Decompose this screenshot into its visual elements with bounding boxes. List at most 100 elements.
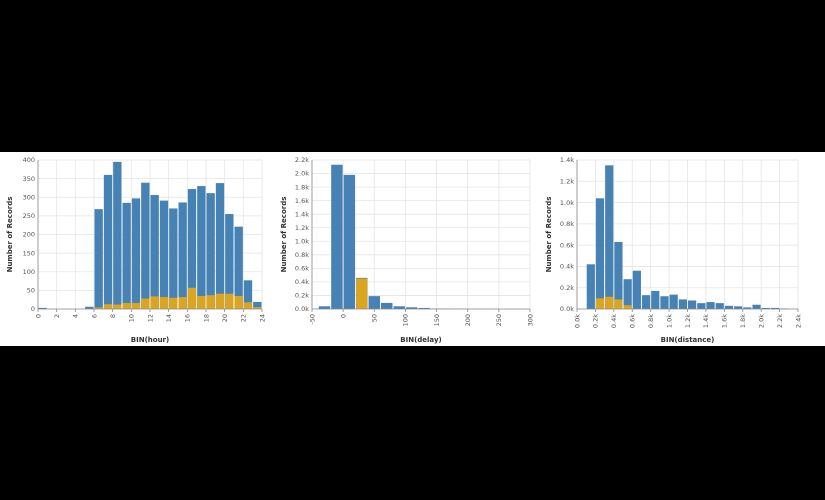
y-tick-label: 0.6k	[295, 265, 309, 273]
x-tick-label: 24	[258, 314, 266, 322]
bar-highlight	[595, 298, 605, 309]
bar-total	[605, 165, 614, 309]
bar-total	[761, 307, 770, 309]
bar-highlight	[614, 299, 623, 309]
y-tick-label: 0	[31, 305, 35, 313]
y-tick-label: 0.8k	[295, 251, 309, 259]
bar-highlight	[215, 293, 225, 309]
x-tick-label: 2.4k	[794, 314, 802, 328]
bar-highlight	[206, 295, 215, 309]
y-tick-label: 350	[23, 175, 35, 183]
x-tick-label: 12	[146, 314, 154, 322]
bar-total	[318, 306, 331, 309]
x-axis-title: BIN(distance)	[661, 336, 715, 344]
x-axis-title: BIN(hour)	[131, 336, 169, 344]
x-tick-label: 1.8k	[739, 314, 747, 328]
y-axis-title: Number of Records	[545, 197, 553, 273]
bar-highlight	[131, 303, 141, 309]
x-axis-title: BIN(delay)	[400, 336, 441, 344]
bar-highlight	[225, 293, 234, 309]
bar-total	[122, 202, 131, 309]
bar-total	[418, 307, 430, 309]
bar-total	[697, 303, 706, 309]
x-tick-label: 1.2k	[684, 314, 692, 328]
bar-total	[343, 174, 356, 309]
x-tick-label: 2	[53, 314, 61, 318]
y-tick-label: 150	[23, 249, 35, 257]
bar-total	[595, 198, 605, 309]
bar-total	[586, 264, 595, 309]
bar-total	[770, 307, 780, 309]
x-tick-label: 200	[464, 314, 472, 326]
bar-total	[243, 280, 253, 309]
bar-total	[331, 164, 343, 309]
bar-total	[651, 290, 660, 309]
chart-panel-3: 0.0k 0.2k 0.4k 0.6k 0.8k 1.0k 1.2k 1.4k 0.0k 0.2k…	[545, 156, 802, 344]
bar-total	[614, 241, 623, 309]
y-tick-label: 1.8k	[295, 183, 309, 191]
x-tick-label: 50	[371, 314, 379, 322]
x-tick-label: 0.8k	[647, 314, 655, 328]
bar-total	[150, 195, 159, 309]
x-tick-label: 300	[526, 314, 534, 326]
x-tick-label: 18	[202, 314, 210, 322]
y-tick-label: 1.6k	[295, 197, 309, 205]
y-tick-label: 100	[23, 268, 35, 276]
charts-strip: 0 50 100 150 200 250 300 350 400 0 2 4 6 8 10 12 14 16 18 2…	[0, 152, 825, 346]
x-tick-label: 2.0k	[757, 314, 765, 328]
bar-total	[623, 279, 632, 309]
bar-total	[159, 200, 169, 309]
x-tick-label: 16	[184, 314, 192, 322]
bar-total	[113, 161, 122, 309]
bar-highlight	[122, 303, 131, 309]
bar-highlight	[243, 302, 253, 309]
x-tick-label: 1.0k	[665, 314, 673, 328]
bar-highlight	[178, 297, 187, 309]
y-tick-label: 2.2k	[295, 156, 309, 164]
x-tick-label: 4	[72, 314, 80, 318]
bar-highlight	[159, 297, 169, 309]
bar-total	[197, 186, 206, 309]
bar-total	[393, 306, 405, 309]
bar-total	[641, 295, 651, 309]
x-tick-label: 1.6k	[721, 314, 729, 328]
bar-total	[715, 303, 724, 309]
bar-total	[678, 299, 687, 309]
bar-total	[141, 182, 150, 309]
bar-total	[706, 302, 715, 309]
bar-total	[734, 306, 743, 309]
x-tick-label: 10	[128, 314, 136, 322]
y-tick-label: 400	[23, 156, 35, 164]
bar-highlight	[113, 304, 122, 309]
bar-highlight	[187, 287, 197, 309]
x-tick-label: -50	[308, 314, 316, 325]
bar-total	[752, 304, 761, 309]
y-tick-label: 1.2k	[560, 177, 574, 185]
x-tick-label: 14	[165, 314, 173, 322]
x-tick-label: 22	[240, 314, 248, 322]
chart-panel-2: 0.0k 0.2k 0.4k 0.6k 0.8k 1.0k 1.2k 1.4k 1.6k 1.8k…	[280, 156, 534, 344]
bar-total	[743, 307, 752, 309]
y-axis-title: Number of Records	[6, 197, 14, 273]
bar-highlight	[605, 296, 614, 309]
y-tick-label: 0.6k	[560, 241, 574, 249]
x-tick-label: 8	[109, 314, 117, 318]
bar-total	[234, 226, 243, 309]
bar-total	[632, 270, 641, 309]
bar-total	[688, 300, 697, 309]
bar-total	[215, 183, 225, 309]
bar-total	[38, 307, 47, 309]
bar-highlight	[623, 305, 632, 309]
bar-total	[206, 193, 215, 309]
bar-total	[669, 294, 678, 309]
x-tick-label: 6	[90, 314, 98, 318]
y-tick-label: 0.2k	[295, 292, 309, 300]
bar-total	[187, 189, 197, 309]
bar-total	[131, 198, 141, 309]
bar-total	[94, 209, 103, 309]
bar-total	[178, 202, 187, 309]
bar-highlight	[141, 298, 150, 309]
y-tick-label: 0.2k	[560, 284, 574, 292]
